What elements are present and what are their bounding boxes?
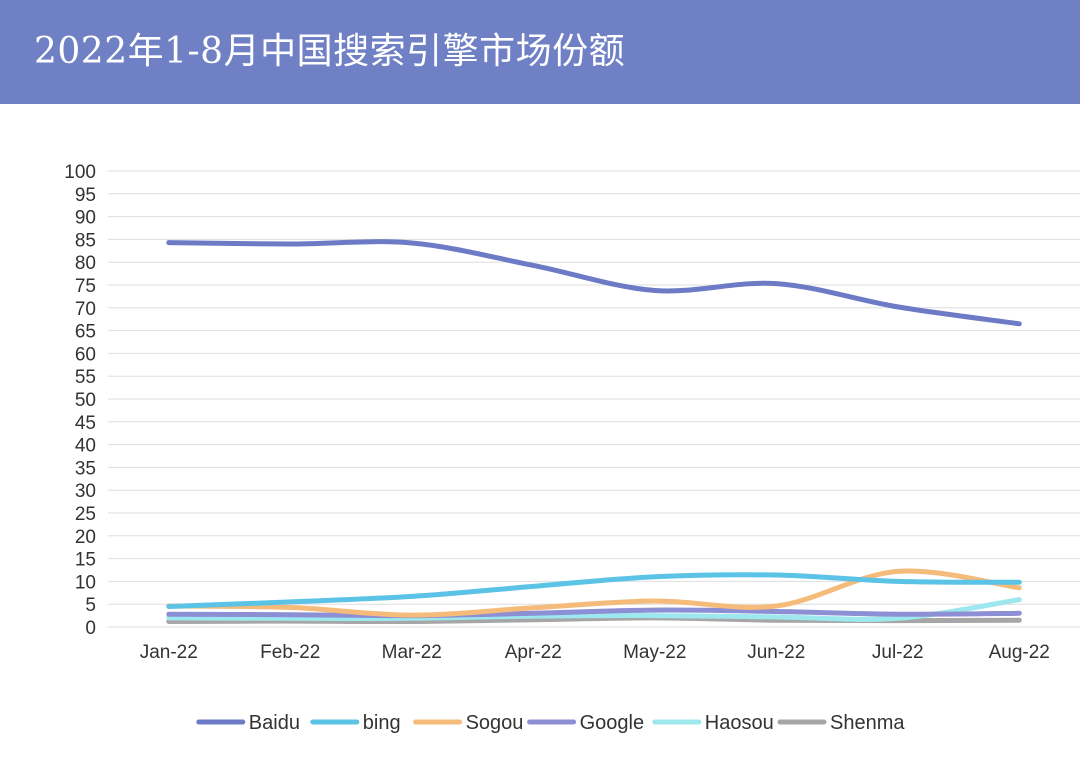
x-tick-label: Jul-22 [872,642,924,663]
x-tick-label: Jan-22 [140,642,198,663]
y-tick-label: 15 [75,550,96,571]
y-tick-label: 55 [75,367,96,388]
series-lines [166,239,1022,625]
y-tick-label: 75 [75,276,96,297]
y-tick-label: 80 [75,253,96,274]
legend-item-baidu: Baidu [196,712,300,734]
y-tick-label: 35 [75,458,96,479]
legend-item-sogou: Sogou [413,712,524,734]
legend-label: Google [580,712,645,734]
y-tick-label: 10 [75,572,96,593]
x-axis-tick-labels: Jan-22 Feb-22 Mar-22 Apr-22 May-22 Jun-22 Jul-… [140,642,1050,663]
x-tick-label: Aug-22 [989,642,1050,663]
series-line-bing [166,572,1022,609]
y-tick-label: 65 [75,322,96,343]
page-title: 2022年1-8月中国搜索引擎市场份额 [34,31,626,72]
x-tick-label: Mar-22 [382,642,442,663]
legend-item-google: Google [527,712,645,734]
series-line-google [166,607,1022,619]
y-axis-tick-labels: 0510152025303540455055606570758085909510… [64,162,96,639]
series-line-baidu [166,239,1022,327]
y-tick-label: 20 [75,527,96,548]
legend-item-shenma: Shenma [777,712,905,734]
legend-label: Sogou [466,712,524,734]
y-tick-label: 90 [75,208,96,229]
y-tick-label: 95 [75,185,96,206]
legend-item-haosou: Haosou [652,712,774,734]
title-bar: 2022年1-8月中国搜索引擎市场份额 [0,0,1080,104]
x-tick-label: May-22 [623,642,686,663]
series-line-haosou [166,597,1022,622]
y-tick-label: 25 [75,504,96,525]
legend-label: bing [363,712,401,734]
legend-label: Baidu [249,712,300,734]
line-chart: 0510152025303540455055606570758085909510… [64,162,1080,734]
y-tick-label: 70 [75,299,96,320]
legend-label: Shenma [830,712,905,734]
gridlines [108,170,1080,628]
legend-item-bing: bing [310,712,401,734]
legend-label: Haosou [705,712,774,734]
y-tick-label: 50 [75,390,96,411]
y-tick-label: 85 [75,230,96,251]
x-tick-label: Jun-22 [747,642,805,663]
legend: Baidu bing Sogou Google Haosou Shenma [196,712,905,734]
y-tick-label: 40 [75,436,96,457]
y-tick-label: 30 [75,481,96,502]
y-tick-label: 100 [64,162,96,183]
y-tick-label: 60 [75,344,96,365]
y-tick-label: 45 [75,413,96,434]
x-tick-label: Apr-22 [505,642,562,663]
y-tick-label: 5 [85,595,96,616]
series-line-sogou [166,568,1022,618]
x-tick-label: Feb-22 [260,642,320,663]
y-tick-label: 0 [85,618,96,639]
